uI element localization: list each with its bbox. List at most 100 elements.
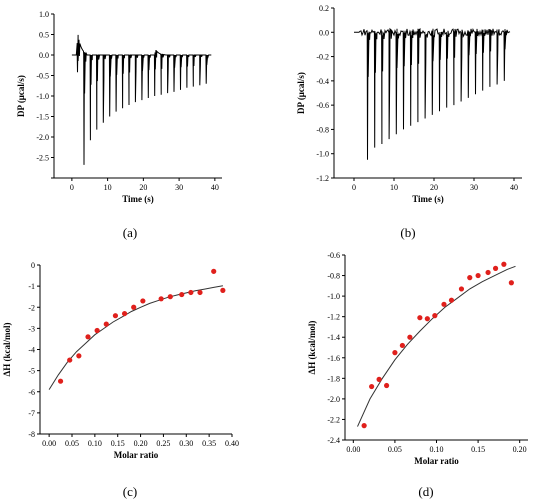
data-point <box>432 313 438 319</box>
x-tick-label: 0.15 <box>471 445 485 454</box>
data-point <box>492 265 499 271</box>
x-tick-label: 0.15 <box>111 439 125 448</box>
caption-b: (b) <box>400 225 415 240</box>
caption-d: (d) <box>418 484 433 499</box>
caption-a: (a) <box>123 225 137 240</box>
x-tick-label: 10 <box>104 183 112 192</box>
x-tick-label: 20 <box>139 183 147 192</box>
x-tick-label: 0.25 <box>156 439 170 448</box>
x-tick-label: 0.35 <box>202 439 216 448</box>
data-point <box>197 289 203 296</box>
y-tick-label: -3 <box>28 324 35 333</box>
y-tick-label: -0.8 <box>327 272 340 281</box>
y-tick-label: -0.4 <box>316 77 329 86</box>
y-tick-label: -0.8 <box>316 125 329 134</box>
data-point <box>211 268 217 274</box>
chart-a: 0 10 20 30 40 -2.5 -2.0 -1.5 -1.0 -0.5 0.0 0.5 1.0 Ti… <box>16 10 222 204</box>
chart-c: 0.00 0.05 0.10 0.15 0.20 0.25 0.30 0.35 0.40 -8 -7… <box>2 261 239 460</box>
y-tick-label: 1.0 <box>39 10 49 19</box>
y-tick-label: -7 <box>28 409 35 418</box>
data-point <box>85 334 91 340</box>
y-axis-label: DP (μcal/s) <box>296 72 306 114</box>
x-axis-label: Molar ratio <box>114 450 159 460</box>
data-point <box>448 297 455 303</box>
y-tick-label: -2.2 <box>327 415 340 424</box>
data-point <box>167 294 173 300</box>
y-tick-label: -2.0 <box>36 133 49 142</box>
y-tick-label: -1.0 <box>327 292 340 301</box>
thermogram-trace <box>71 34 212 165</box>
y-tick-label: -1.0 <box>36 92 49 101</box>
y-tick-label: -0.2 <box>316 53 329 62</box>
x-tick-label: 30 <box>175 183 183 192</box>
y-tick-label: 0.0 <box>319 28 329 37</box>
data-point <box>94 327 100 334</box>
y-tick-label: -0.6 <box>327 251 340 260</box>
data-point <box>424 316 430 322</box>
y-tick-label: 0.0 <box>39 51 49 60</box>
x-tick-label: 30 <box>470 183 478 192</box>
y-tick-label: -0.6 <box>316 101 329 110</box>
data-point <box>441 301 447 307</box>
x-tick-label: 0.10 <box>88 439 102 448</box>
y-axis-label: DP (μcal/s) <box>16 75 26 117</box>
x-tick-label: 0.40 <box>225 439 239 448</box>
x-tick-label: 0.05 <box>65 439 79 448</box>
y-tick-label: -0.5 <box>36 72 49 81</box>
data-point <box>508 280 514 286</box>
x-axis-label: Time (s) <box>122 194 154 204</box>
data-point <box>121 310 128 317</box>
caption-c: (c) <box>123 484 137 499</box>
x-tick-label: 0.20 <box>134 439 148 448</box>
x-tick-label: 20 <box>430 183 438 192</box>
y-tick-label: -1.2 <box>316 174 329 183</box>
data-point <box>76 353 82 359</box>
x-tick-label: 40 <box>211 183 219 192</box>
y-tick-label: -1.4 <box>327 333 340 342</box>
y-tick-label: -6 <box>28 388 35 397</box>
data-point <box>67 357 73 363</box>
y-tick-label: -2.4 <box>327 436 340 445</box>
y-tick-label: 0.2 <box>319 4 329 13</box>
thermogram-trace <box>354 27 511 160</box>
data-point <box>188 289 194 296</box>
fit-curve <box>48 285 223 390</box>
data-point <box>383 382 390 389</box>
x-tick-label: 0 <box>352 183 356 192</box>
data-point <box>103 321 109 327</box>
x-tick-label: 40 <box>510 183 518 192</box>
y-tick-label: -5 <box>28 367 35 376</box>
y-tick-label: -4 <box>28 346 35 355</box>
y-tick-label: -2 <box>28 303 35 312</box>
data-point <box>458 286 465 292</box>
x-tick-label: 0 <box>70 183 74 192</box>
data-point <box>220 287 226 293</box>
data-point <box>369 383 375 390</box>
data-point <box>417 315 423 321</box>
y-tick-label: 0 <box>31 261 35 270</box>
chart-d: 0.00 0.05 0.10 0.15 0.20 -2.4 -2.2 -2.0 -1.8 -1.6… <box>307 251 528 466</box>
data-point <box>158 296 164 302</box>
y-tick-label: -2.0 <box>327 395 340 404</box>
x-tick-label: 0.00 <box>42 439 56 448</box>
data-point <box>407 334 413 340</box>
y-tick-label: -1.8 <box>327 374 340 383</box>
y-tick-label: -1.2 <box>327 313 340 322</box>
y-tick-label: -2.5 <box>36 154 49 163</box>
chart-b: 0 10 20 30 40 -1.2 -1.0 -0.8 -0.6 -0.4 -0.2 0.0 0.2 T… <box>296 4 522 204</box>
y-tick-label: -1.6 <box>327 354 340 363</box>
data-point <box>361 423 367 429</box>
data-point <box>179 291 185 298</box>
y-tick-label: -1 <box>28 282 35 291</box>
y-axis-label: ΔH (kcal/mol) <box>2 323 12 377</box>
data-point <box>485 269 491 276</box>
y-tick-label: -8 <box>28 430 35 439</box>
data-point <box>467 275 473 281</box>
data-point <box>392 350 398 356</box>
data-point <box>475 272 481 279</box>
y-axis-label: ΔH (kcal/mol) <box>307 321 317 375</box>
data-point <box>501 261 507 267</box>
x-tick-label: 0.05 <box>388 445 402 454</box>
data-point <box>399 342 405 349</box>
